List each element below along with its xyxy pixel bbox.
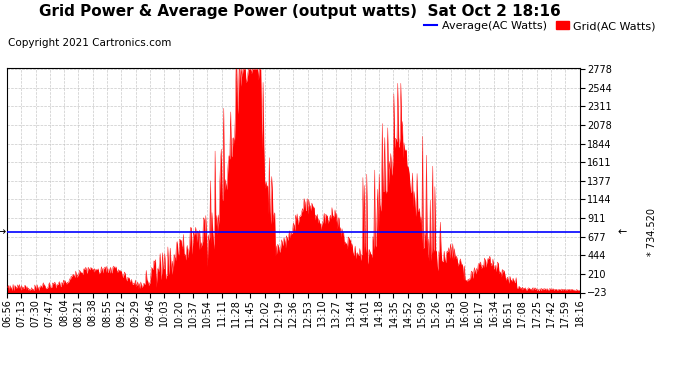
Text: Grid Power & Average Power (output watts)  Sat Oct 2 18:16: Grid Power & Average Power (output watts… xyxy=(39,4,561,19)
Legend: Average(AC Watts), Grid(AC Watts): Average(AC Watts), Grid(AC Watts) xyxy=(420,17,660,36)
Text: →: → xyxy=(0,226,6,237)
Text: Copyright 2021 Cartronics.com: Copyright 2021 Cartronics.com xyxy=(8,38,172,48)
Text: ←: ← xyxy=(618,226,627,237)
Text: * 734.520: * 734.520 xyxy=(647,208,657,256)
